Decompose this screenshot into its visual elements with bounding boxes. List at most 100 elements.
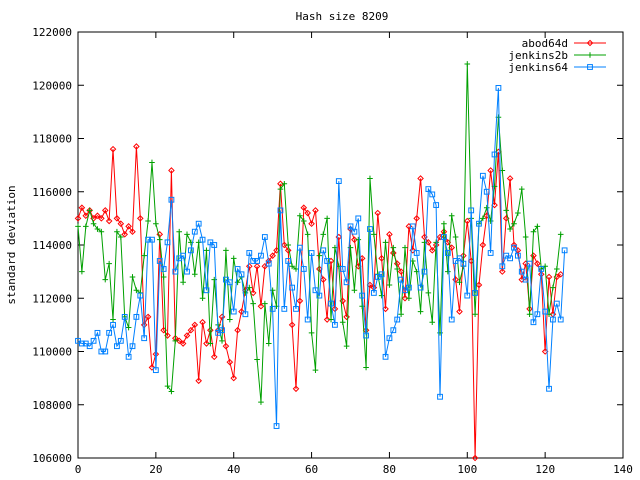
data-point xyxy=(472,290,478,296)
data-point xyxy=(297,212,303,219)
data-point xyxy=(308,250,315,256)
data-point xyxy=(160,274,167,280)
data-point xyxy=(347,223,354,230)
data-point xyxy=(471,454,479,462)
data-point xyxy=(522,234,529,240)
data-point xyxy=(483,188,490,195)
data-point xyxy=(425,186,432,192)
y-tick-label: 120000 xyxy=(32,79,72,92)
x-tick-label: 80 xyxy=(383,463,396,476)
data-point xyxy=(308,330,315,336)
data-point xyxy=(180,252,187,259)
y-tick-label: 116000 xyxy=(32,186,72,199)
data-point xyxy=(109,145,117,153)
data-point xyxy=(319,276,327,283)
data-point xyxy=(491,151,498,158)
data-point xyxy=(94,226,101,232)
data-point xyxy=(191,271,198,278)
data-point xyxy=(156,258,163,264)
data-point xyxy=(374,209,382,217)
data-point xyxy=(129,228,136,235)
chart-title: Hash size 8209 xyxy=(296,10,389,23)
data-point xyxy=(141,252,147,259)
data-point xyxy=(86,343,93,350)
data-point xyxy=(515,210,521,216)
data-point xyxy=(367,175,373,182)
data-point xyxy=(168,196,175,203)
data-point xyxy=(219,327,225,334)
data-point xyxy=(184,268,190,275)
data-point xyxy=(355,215,362,222)
data-point xyxy=(480,215,486,222)
data-point xyxy=(324,215,330,222)
data-point xyxy=(468,207,475,214)
legend-label: abod64d xyxy=(522,37,568,50)
data-point xyxy=(335,178,342,184)
data-point xyxy=(277,186,284,192)
data-point xyxy=(308,220,315,228)
data-point xyxy=(339,266,346,272)
data-point xyxy=(472,311,478,318)
data-point xyxy=(141,335,148,342)
data-point xyxy=(117,220,125,228)
data-point xyxy=(121,313,128,320)
data-point xyxy=(230,255,237,262)
data-point xyxy=(394,266,401,272)
data-point xyxy=(195,377,202,385)
data-point xyxy=(382,239,389,246)
data-point xyxy=(106,329,113,336)
data-point xyxy=(277,207,284,214)
data-point xyxy=(437,393,443,400)
data-point xyxy=(226,279,233,286)
data-point xyxy=(133,313,140,320)
data-point xyxy=(421,268,428,275)
data-point xyxy=(359,303,365,310)
data-point xyxy=(546,385,552,392)
data-point xyxy=(359,292,366,299)
data-point xyxy=(253,262,261,270)
data-point xyxy=(238,308,245,315)
data-point xyxy=(557,270,565,278)
data-point xyxy=(390,244,397,251)
data-point xyxy=(125,353,132,360)
data-point xyxy=(257,302,265,310)
data-point xyxy=(191,321,199,329)
data-point xyxy=(203,340,210,347)
data-point xyxy=(343,343,350,349)
data-point xyxy=(518,268,525,275)
data-point xyxy=(238,271,245,278)
data-point xyxy=(511,220,517,227)
data-point xyxy=(269,306,276,312)
data-point xyxy=(456,255,463,262)
data-point xyxy=(386,231,393,238)
legend-marker xyxy=(587,52,593,58)
data-point xyxy=(102,276,109,283)
data-point xyxy=(378,292,385,299)
data-point xyxy=(409,223,416,230)
data-point xyxy=(304,316,311,323)
data-point xyxy=(530,228,537,235)
data-point xyxy=(370,290,377,296)
data-point xyxy=(133,287,140,294)
data-point xyxy=(203,287,210,294)
data-point xyxy=(273,423,280,429)
data-point xyxy=(328,300,334,307)
legend-label: jenkins2b xyxy=(508,49,568,62)
data-point xyxy=(164,383,171,389)
data-point xyxy=(514,252,521,259)
data-point xyxy=(487,167,494,174)
data-point xyxy=(148,364,156,371)
data-point xyxy=(195,220,202,227)
data-point xyxy=(172,338,179,344)
data-point xyxy=(262,300,268,307)
data-point xyxy=(249,289,257,297)
data-point xyxy=(320,247,327,254)
data-point xyxy=(452,276,459,283)
data-point xyxy=(296,297,304,305)
data-point xyxy=(149,236,155,243)
data-point xyxy=(363,364,369,371)
data-point xyxy=(483,204,490,211)
data-point xyxy=(94,212,101,220)
data-point xyxy=(227,316,233,323)
